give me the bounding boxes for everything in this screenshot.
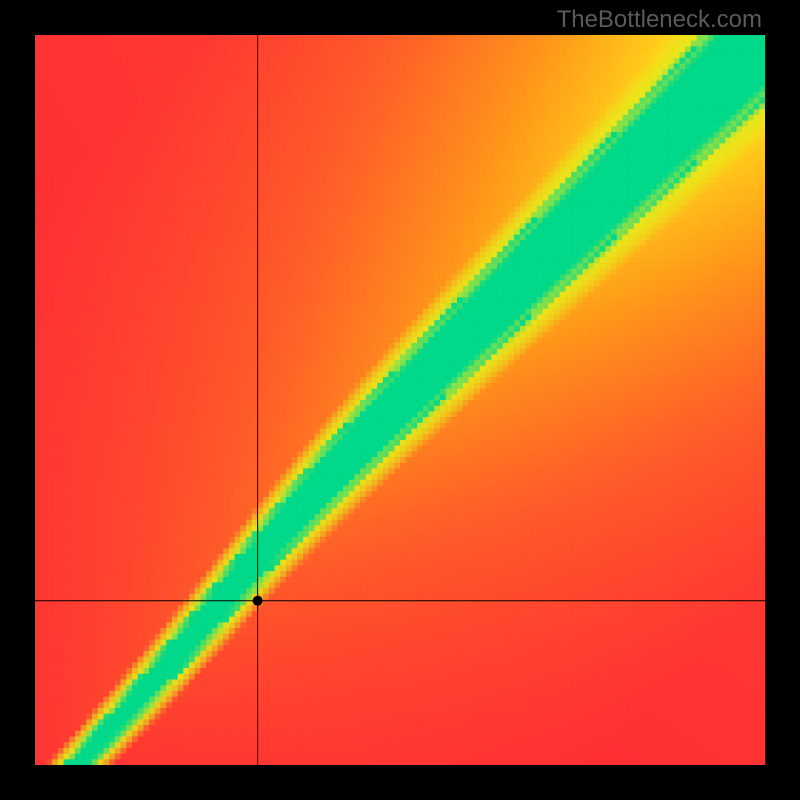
bottleneck-heatmap-canvas bbox=[0, 0, 800, 800]
source-watermark: TheBottleneck.com bbox=[557, 6, 762, 34]
chart-root: TheBottleneck.com bbox=[0, 0, 800, 800]
